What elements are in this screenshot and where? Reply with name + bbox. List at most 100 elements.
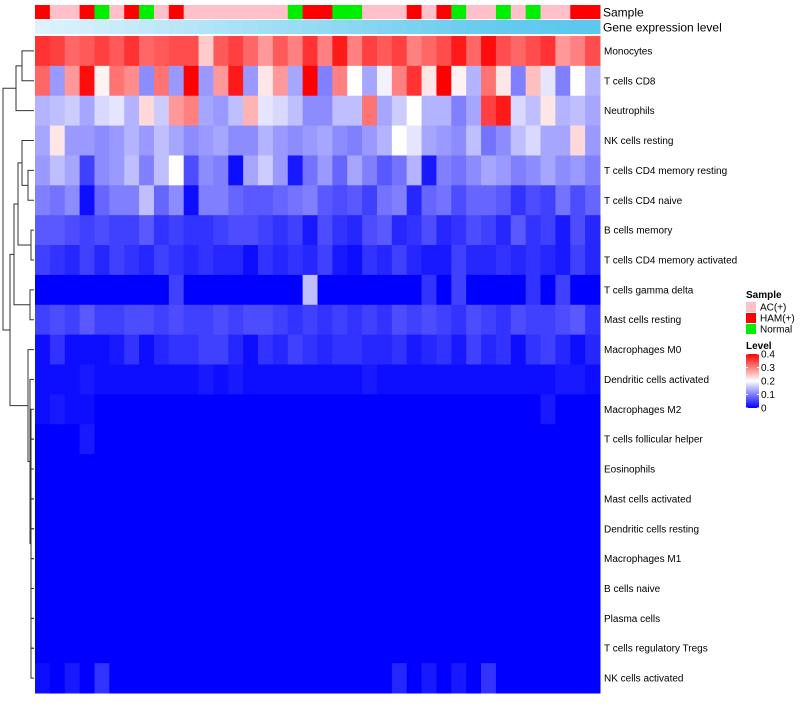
heatmap-cell <box>243 663 259 694</box>
sample-annotation-bar <box>35 5 601 19</box>
heatmap-cell <box>168 125 185 156</box>
row-label: B cells memory <box>604 226 672 237</box>
heatmap-cell <box>317 125 333 156</box>
heatmap-cell <box>391 394 408 425</box>
heatmap-cell <box>64 573 81 604</box>
heatmap-cell <box>124 334 140 365</box>
heatmap-cell <box>183 663 200 694</box>
heatmap-cell <box>272 36 289 67</box>
heatmap-cell <box>347 543 363 575</box>
expression-annotation-cell <box>168 20 185 34</box>
heatmap-cell <box>153 543 170 575</box>
heatmap-cell <box>168 36 185 67</box>
heatmap-cell <box>495 334 512 365</box>
heatmap-cell <box>585 36 601 67</box>
heatmap-cell <box>302 65 318 97</box>
heatmap-cell <box>510 663 527 694</box>
heatmap-cell <box>183 245 200 276</box>
legend-swatch <box>746 324 756 334</box>
expression-annotation-cell <box>243 20 259 34</box>
heatmap-cell <box>585 245 601 276</box>
heatmap-cell <box>362 334 378 365</box>
heatmap-cell <box>243 215 259 246</box>
heatmap-cell <box>510 95 527 127</box>
heatmap-cell <box>79 36 95 67</box>
heatmap-cell <box>525 483 542 515</box>
heatmap-cell <box>362 454 378 485</box>
heatmap-cell <box>481 543 497 575</box>
heatmap-cell <box>406 543 423 575</box>
heatmap-cell <box>391 65 408 97</box>
heatmap-cell <box>94 364 110 395</box>
dendrogram-branch <box>30 647 34 679</box>
heatmap-cell <box>228 663 244 694</box>
heatmap-cell <box>243 424 259 455</box>
row-label: Plasma cells <box>604 614 660 625</box>
heatmap-cell <box>49 274 66 306</box>
expression-annotation-cell <box>391 20 408 34</box>
legend-sample-title: Sample <box>746 290 782 301</box>
heatmap-cell <box>168 245 185 276</box>
heatmap-cell <box>64 36 81 67</box>
heatmap-cell <box>436 65 452 97</box>
heatmap-cell <box>376 274 393 306</box>
heatmap-cell <box>421 603 437 634</box>
heatmap-cell <box>109 95 125 127</box>
expression-annotation-cell <box>347 20 363 34</box>
sample-annotation-cell <box>124 5 140 19</box>
heatmap-cell <box>540 95 556 127</box>
sample-annotation-cell <box>585 5 601 19</box>
heatmap-cell <box>510 274 527 306</box>
heatmap-cell <box>153 245 170 276</box>
annotation-label: Gene expression level <box>603 21 722 35</box>
heatmap-cell <box>243 185 259 216</box>
heatmap-cell <box>243 543 259 575</box>
heatmap-cell <box>391 155 408 186</box>
heatmap-cell <box>525 603 542 634</box>
heatmap-cell <box>570 245 586 276</box>
heatmap-cell <box>79 334 95 365</box>
sample-annotation-cell <box>376 5 393 19</box>
heatmap-cell <box>124 394 140 425</box>
heatmap-cell <box>198 573 214 604</box>
heatmap-cell <box>168 215 185 246</box>
heatmap-cell <box>228 513 244 545</box>
heatmap-cell <box>451 155 467 186</box>
sample-annotation-cell <box>481 5 497 19</box>
heatmap-cell <box>555 483 571 515</box>
heatmap-cell <box>287 334 304 365</box>
heatmap-cell <box>510 633 527 664</box>
annotation-label: Sample <box>603 6 644 20</box>
heatmap-cell <box>570 155 586 186</box>
heatmap-cell <box>124 215 140 246</box>
heatmap-cell <box>287 304 304 336</box>
heatmap-cell <box>391 334 408 365</box>
heatmap-cell <box>168 603 185 634</box>
heatmap-cell <box>317 36 333 67</box>
heatmap-cell <box>540 304 556 336</box>
heatmap-cell <box>376 125 393 156</box>
heatmap-cell <box>79 155 95 186</box>
row-label: Macrophages M2 <box>604 405 682 416</box>
heatmap-cell <box>243 155 259 186</box>
row-labels: Monocytes T cells CD8 Neutrophils NK cells … <box>604 46 737 684</box>
heatmap-cell <box>332 424 348 455</box>
heatmap-cell <box>332 65 348 97</box>
heatmap-cell <box>376 95 393 127</box>
row-label: NK cells activated <box>604 674 683 685</box>
heatmap-cell <box>228 334 244 365</box>
row-label: NK cells resting <box>604 136 673 147</box>
heatmap-cell <box>570 633 586 664</box>
heatmap-cell <box>35 483 51 515</box>
heatmap-cell <box>228 304 244 336</box>
heatmap-cell <box>570 603 586 634</box>
expression-annotation-cell <box>436 20 452 34</box>
heatmap-cell <box>436 573 452 604</box>
heatmap-cell <box>376 513 393 545</box>
heatmap-cell <box>436 185 452 216</box>
heatmap-cell <box>153 663 170 694</box>
heatmap-cell <box>94 215 110 246</box>
heatmap-cell <box>64 513 81 545</box>
heatmap-cell <box>183 454 200 485</box>
